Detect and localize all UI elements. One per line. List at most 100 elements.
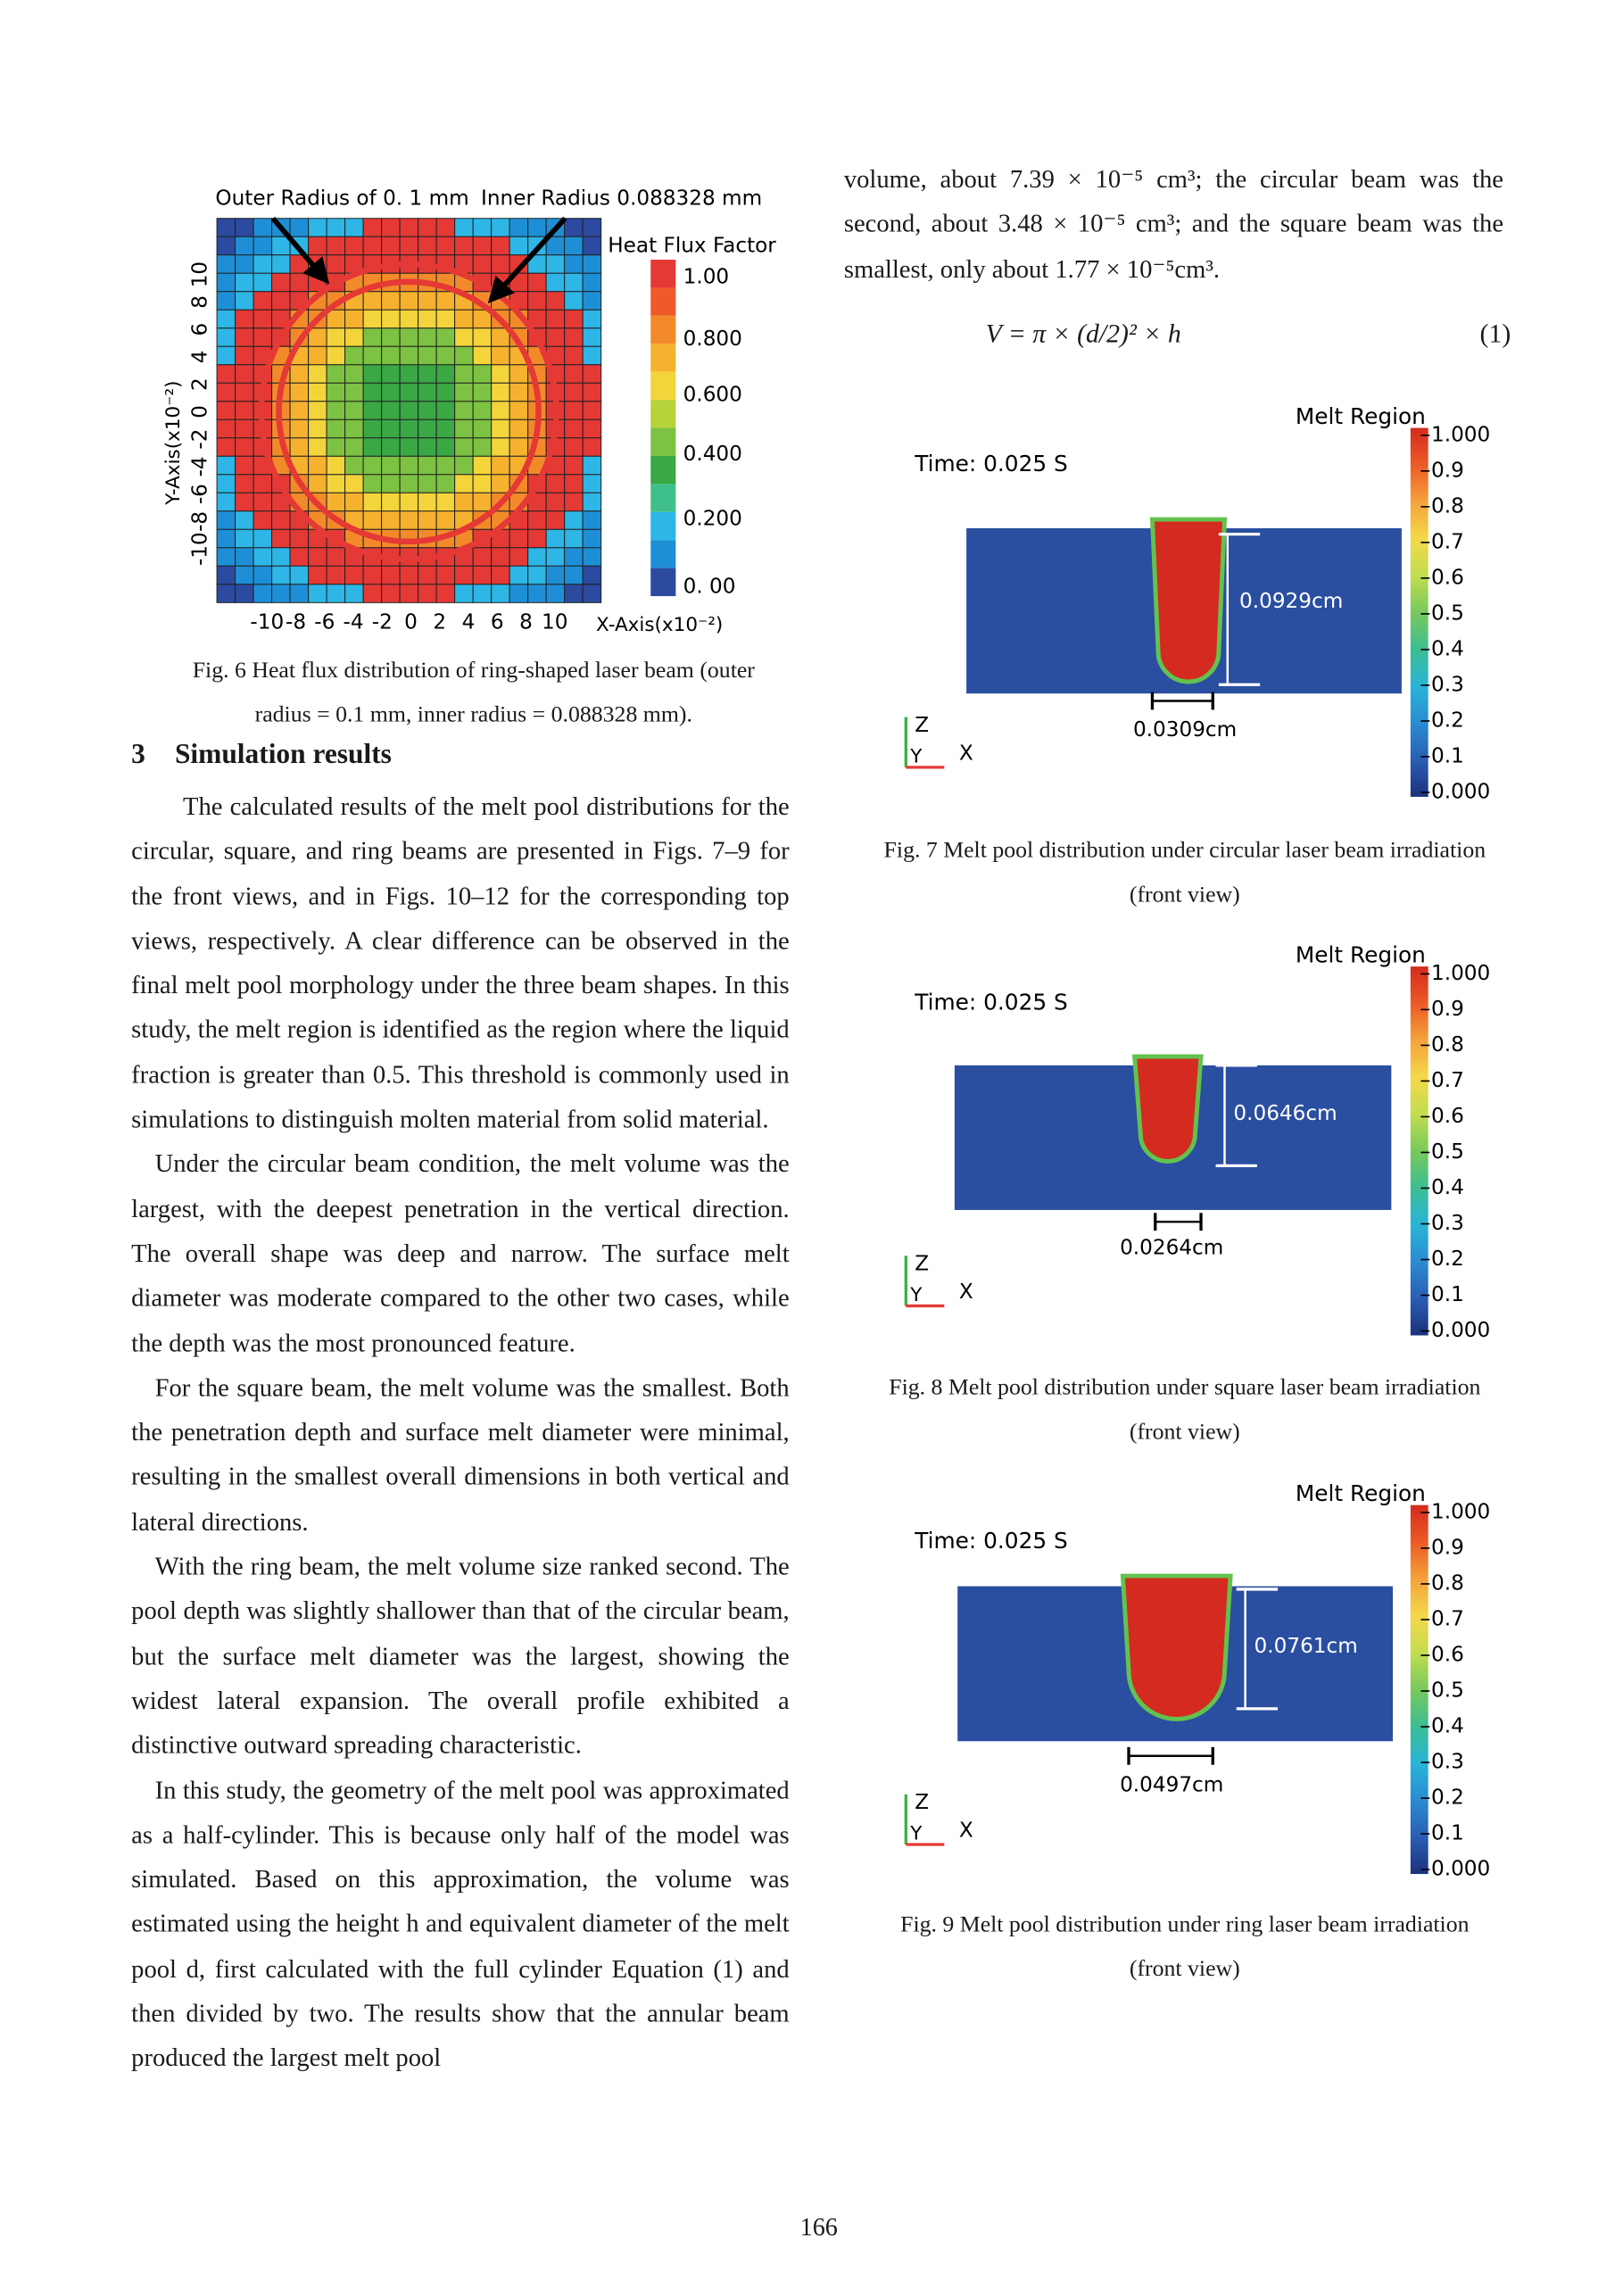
outer-ring xyxy=(258,261,559,563)
heat-cell xyxy=(326,254,346,274)
heat-cell xyxy=(545,492,566,512)
x-tick-label: 6 xyxy=(491,610,504,634)
heat-cell xyxy=(545,309,566,329)
section-heading: 3 Simulation results xyxy=(131,739,392,771)
heat-cell xyxy=(253,528,273,549)
heat-cell xyxy=(289,419,310,439)
heat-cell xyxy=(381,345,401,366)
heat-cell xyxy=(308,236,327,256)
heat-cell xyxy=(235,364,254,384)
heat-cell xyxy=(418,236,437,256)
colorbar-label: 0.3 xyxy=(1431,673,1464,696)
heat-cell xyxy=(454,382,474,402)
arrow xyxy=(487,216,567,303)
heat-cell xyxy=(435,291,456,311)
right-column: volume, about 7.39 × 10⁻⁵ cm³; the circu… xyxy=(844,158,1503,292)
heat-cell xyxy=(253,236,273,256)
colorbar-label: 0.9 xyxy=(1431,459,1464,482)
heat-cell xyxy=(308,437,327,457)
heat-cell xyxy=(454,455,474,476)
heat-cell xyxy=(418,492,437,512)
heat-cell xyxy=(545,565,566,585)
heat-cell xyxy=(418,455,437,476)
heat-cell xyxy=(253,565,273,585)
colorbar-label: 0.2 xyxy=(1431,1786,1464,1810)
heat-cell xyxy=(564,364,584,384)
heat-cell xyxy=(362,474,383,493)
heat-cell xyxy=(216,382,236,402)
heat-cell xyxy=(381,236,401,256)
heat-cell xyxy=(216,528,236,549)
x-tick-label: -2 xyxy=(372,610,393,634)
left-column: The calculated results of the melt pool … xyxy=(131,785,790,2082)
heat-cell xyxy=(362,419,383,439)
heat-cell xyxy=(216,345,236,366)
heat-cell xyxy=(289,547,310,567)
colorbar-label: 0.9 xyxy=(1431,998,1464,1021)
heat-cell xyxy=(326,419,346,439)
heat-cell xyxy=(253,327,273,347)
heat-cell xyxy=(527,510,547,530)
y-tick-label: -2 xyxy=(188,429,211,450)
heat-cell xyxy=(271,565,291,585)
legend-label: 1.00 xyxy=(683,265,730,288)
heat-cell xyxy=(216,510,236,530)
heat-cell xyxy=(509,547,529,567)
heat-cell xyxy=(381,401,401,420)
heat-cell xyxy=(362,382,383,402)
heat-cell xyxy=(344,309,364,329)
colorbar-label: 0.8 xyxy=(1431,1033,1464,1057)
axis-label: Y xyxy=(909,1284,923,1306)
colorbar-label: 0.1 xyxy=(1431,1822,1464,1845)
heat-cell xyxy=(399,218,419,237)
heat-cell xyxy=(381,309,401,329)
legend-label: 0. 00 xyxy=(683,576,736,599)
legend-title: Heat Flux Factor xyxy=(608,235,776,258)
heat-cell xyxy=(326,236,346,256)
legend-swatch xyxy=(650,455,676,485)
heat-cell xyxy=(454,218,474,237)
y-tick-label: 10 xyxy=(188,261,211,287)
heat-cell xyxy=(344,382,364,402)
heat-cell xyxy=(527,565,547,585)
heat-cell xyxy=(344,345,364,366)
heat-cell xyxy=(362,236,383,256)
x-tick-label: 0 xyxy=(404,610,418,634)
x-tick-label: 4 xyxy=(462,610,476,634)
heat-cell xyxy=(289,382,310,402)
heat-cell xyxy=(418,327,437,347)
colorbar xyxy=(1410,1504,1428,1875)
colorbar-label: 0.6 xyxy=(1431,1105,1464,1128)
heat-cell xyxy=(418,584,437,603)
heat-cell xyxy=(399,419,419,439)
heat-cell xyxy=(381,291,401,311)
heat-cell xyxy=(326,547,346,567)
heat-cell xyxy=(362,455,383,476)
heat-cell xyxy=(253,510,273,530)
heat-cell xyxy=(527,272,547,293)
heat-cell xyxy=(582,474,602,493)
heat-cell xyxy=(308,327,327,347)
page-number: 166 xyxy=(799,2213,838,2242)
heat-cell xyxy=(235,547,254,567)
y-tick-label: 0 xyxy=(188,405,211,419)
heat-cell xyxy=(399,584,419,603)
heat-cell xyxy=(472,218,493,237)
heat-cell xyxy=(582,236,602,256)
heat-cell xyxy=(399,327,419,347)
heat-cell xyxy=(582,218,602,237)
heat-cell xyxy=(509,364,529,384)
x-tick-label: -8 xyxy=(286,610,306,634)
heat-cell xyxy=(435,327,456,347)
y-tick-label: 2 xyxy=(188,377,211,391)
heat-cell xyxy=(344,437,364,457)
paragraph: With the ring beam, the melt volume size… xyxy=(131,1552,790,1760)
legend-swatch xyxy=(650,315,676,344)
heat-cell xyxy=(564,455,584,476)
heat-cell xyxy=(545,291,566,311)
time-label: Time: 0.025 S xyxy=(914,1528,1068,1554)
heat-cell xyxy=(435,364,456,384)
heat-cell xyxy=(381,492,401,512)
heat-cell xyxy=(235,382,254,402)
